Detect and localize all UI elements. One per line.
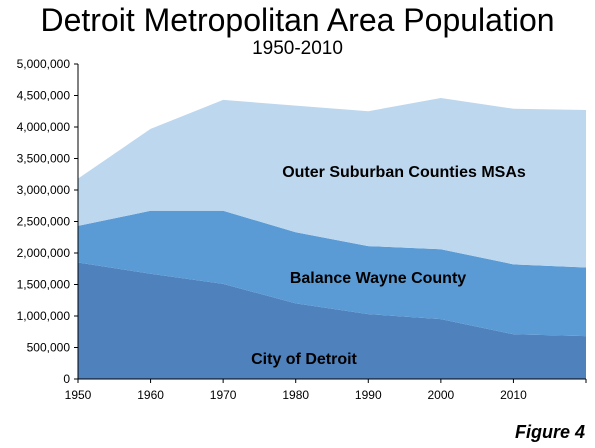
- area-series-outer-suburban-counties-msas: [78, 98, 586, 268]
- x-tick-label: 2010: [500, 388, 527, 402]
- x-tick-label: 1950: [65, 388, 92, 402]
- area-label-group: Outer Suburban Counties MSAs Balance Way…: [251, 164, 526, 368]
- y-tick-label: 500,000: [27, 341, 71, 355]
- x-tick-label: 1980: [282, 388, 309, 402]
- y-tick-label: 5,000,000: [17, 57, 71, 71]
- area-series-city-of-detroit: [78, 262, 586, 379]
- chart-title: Detroit Metropolitan Area Population: [40, 2, 555, 38]
- y-tick-label: 4,500,000: [17, 89, 71, 103]
- chart-subtitle: 1950-2010: [252, 38, 343, 59]
- y-tick-label: 4,000,000: [17, 120, 71, 134]
- y-tick-label: 3,000,000: [17, 183, 71, 197]
- x-tick-label: 2000: [428, 388, 455, 402]
- x-tick-label: 1990: [355, 388, 382, 402]
- y-tick-label: 1,000,000: [17, 309, 71, 323]
- figure-label: Figure 4: [514, 422, 585, 442]
- area-label-balance-wayne: Balance Wayne County: [290, 270, 466, 287]
- area-series-group: [78, 98, 586, 379]
- area-label-outer-suburban: Outer Suburban Counties MSAs: [282, 164, 526, 181]
- y-tick-label: 0: [63, 372, 70, 386]
- x-tick-label: 1960: [137, 388, 164, 402]
- x-tick-label: 1970: [210, 388, 237, 402]
- y-tick-label: 2,500,000: [17, 215, 71, 229]
- y-tick-label: 1,500,000: [17, 278, 71, 292]
- y-tick-label: 3,500,000: [17, 152, 71, 166]
- area-series-balance-wayne-county: [78, 210, 586, 337]
- y-tick-label: 2,000,000: [17, 246, 71, 260]
- area-label-city-of-detroit: City of Detroit: [251, 351, 357, 368]
- x-tick-group: 1950 1960 1970 1980 1990 2000 2010: [65, 379, 587, 402]
- y-tick-group: 0 500,000 1,000,000 1,500,000 2,000,000 2,500…: [17, 57, 78, 386]
